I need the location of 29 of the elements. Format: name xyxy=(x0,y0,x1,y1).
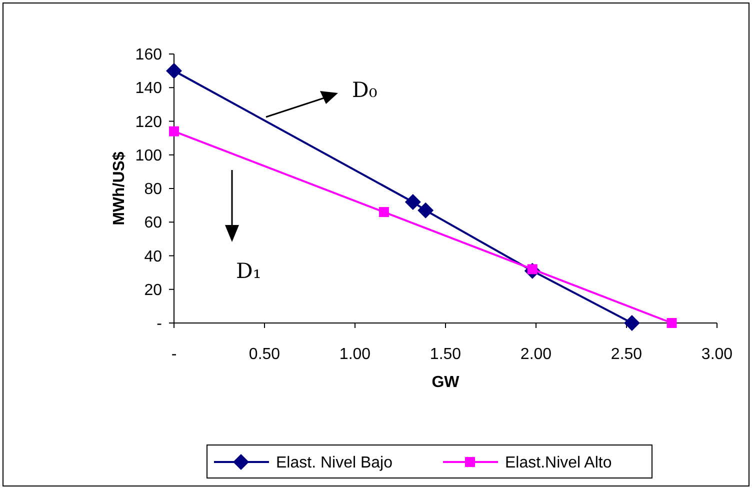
x-tick-label: 1.00 xyxy=(339,346,371,363)
x-tick-label: 2.00 xyxy=(520,346,552,363)
point xyxy=(418,202,434,218)
y-tick-label: 60 xyxy=(144,214,162,232)
point xyxy=(378,207,389,218)
y-tick-label: 80 xyxy=(144,181,162,198)
x-tick-label: 0.50 xyxy=(248,346,280,363)
x-tick-label: 2.50 xyxy=(610,346,642,363)
x-axis-title: GW xyxy=(432,374,460,391)
y-tick-label: - xyxy=(156,316,162,333)
point xyxy=(624,315,640,331)
y-axis-title: MWh/US$ xyxy=(111,152,128,226)
y-tick-label: 20 xyxy=(144,282,162,299)
y-tick-label: 160 xyxy=(135,46,162,64)
annotation: D₁ xyxy=(236,259,262,283)
annotation: D₀ xyxy=(352,78,378,102)
legend-label: Elast. Nivel Bajo xyxy=(276,454,393,472)
point xyxy=(169,126,179,136)
x-tick-label: - xyxy=(171,346,177,363)
point xyxy=(666,318,677,328)
point xyxy=(166,62,182,79)
legend-label: Elast.Nivel Alto xyxy=(505,454,612,472)
x-tick-label: 1.50 xyxy=(430,346,462,363)
point xyxy=(404,194,421,210)
y-tick-label: 140 xyxy=(135,80,162,98)
y-tick-label: 40 xyxy=(144,248,162,266)
x-tick-label: 3.00 xyxy=(701,346,733,363)
y-tick-label: 100 xyxy=(135,147,162,164)
y-tick-label: 120 xyxy=(135,114,162,131)
